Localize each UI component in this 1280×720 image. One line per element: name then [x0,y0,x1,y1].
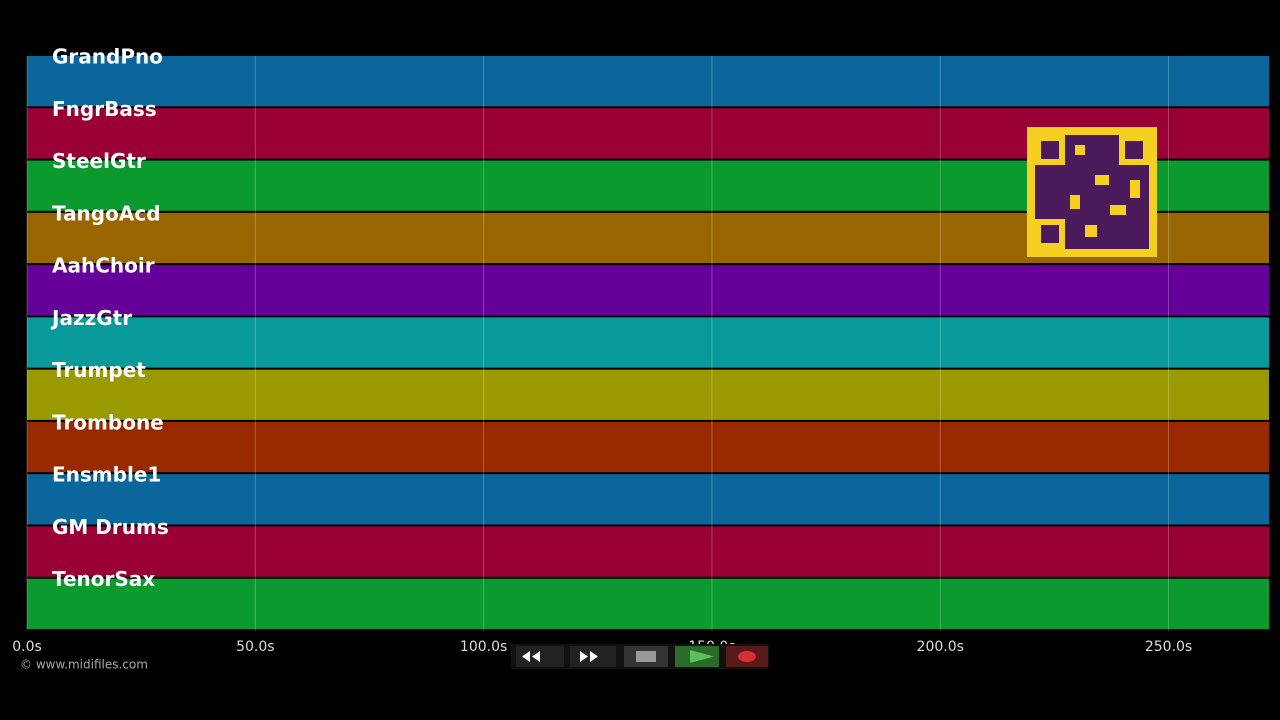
transport-controls [511,644,769,669]
track-lane [27,421,1269,473]
tick-label: 100.0s [460,639,507,655]
track-lane [27,265,1269,316]
track-lane [27,578,1269,629]
qr-code [1027,127,1157,257]
track-name: AahChoir [52,254,155,278]
track-name: SteelGtr [52,149,146,173]
tick-label: 250.0s [1145,639,1192,655]
track-name: TenorSax [52,567,155,591]
tick-label: 0.0s [12,639,42,655]
stop-button[interactable] [624,646,668,667]
copyright: © www.midifiles.com [20,658,148,672]
fast-forward-button[interactable] [570,646,616,667]
track-name: Trombone [52,410,164,434]
tick-label: 200.0s [917,639,964,655]
track-lane [27,474,1269,525]
tick-label: 50.0s [236,639,274,655]
track-name: Ensmble1 [52,463,161,487]
labels: GrandPno FngrBass SteelGtr TangoAcd AahChoir… [12,45,1192,656]
track-lane [27,526,1269,577]
track-lane [27,56,1269,107]
grid [26,56,1170,631]
track-name: TangoAcd [52,201,161,225]
track-name: GrandPno [52,45,163,69]
track-name: FngrBass [52,97,157,121]
rewind-button[interactable] [516,646,564,667]
track-lane [27,369,1269,420]
track-name: JazzGtr [50,306,132,330]
track-name: GM Drums [52,515,169,539]
track-lane [27,317,1269,368]
record-button[interactable] [726,646,768,667]
play-button[interactable] [675,646,719,667]
track-name: Trumpet [52,358,146,382]
